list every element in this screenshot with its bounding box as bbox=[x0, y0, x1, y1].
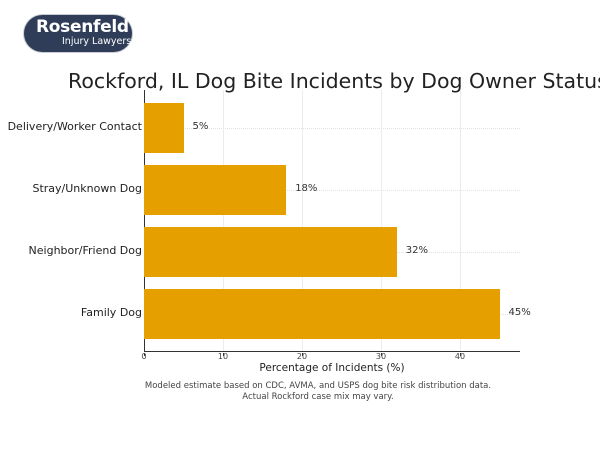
footnote-line-1: Modeled estimate based on CDC, AVMA, and… bbox=[144, 381, 492, 391]
gridline-y bbox=[144, 128, 520, 129]
bar bbox=[144, 227, 397, 277]
x-tick-label: 10 bbox=[217, 352, 229, 361]
bar bbox=[144, 289, 500, 339]
footnote: Modeled estimate based on CDC, AVMA, and… bbox=[0, 381, 600, 403]
x-axis-line bbox=[144, 351, 520, 352]
footnote-line-2: Actual Rockford case mix may vary. bbox=[242, 392, 394, 402]
bar bbox=[144, 165, 287, 215]
gridline-x bbox=[223, 90, 224, 352]
y-tick-label: Neighbor/Friend Dog bbox=[28, 244, 142, 257]
bar-value-label: 32% bbox=[405, 245, 429, 256]
gridline-x bbox=[302, 90, 303, 352]
gridline-x bbox=[460, 90, 461, 352]
x-tick bbox=[144, 353, 145, 356]
y-tick-label: Stray/Unknown Dog bbox=[32, 182, 142, 195]
bar-value-label: 45% bbox=[508, 307, 531, 318]
bar-value-label: 18% bbox=[295, 183, 318, 194]
x-tick-label: 0 bbox=[141, 352, 147, 361]
plot-area: 5% 18% 32% 45% bbox=[144, 90, 531, 352]
chart-title: Rockford, IL Dog Bite Incidents by Dog O… bbox=[68, 69, 600, 93]
y-tick-label: Delivery/Worker Contact bbox=[7, 120, 142, 133]
x-tick bbox=[381, 353, 382, 356]
bar-value-label: 5% bbox=[192, 121, 209, 132]
x-tick-label: 30 bbox=[375, 352, 387, 361]
y-tick-label: Family Dog bbox=[80, 306, 142, 319]
gridline-y bbox=[144, 190, 520, 191]
x-tick-label: 20 bbox=[296, 352, 308, 361]
x-axis-label: Percentage of Incidents (%) bbox=[259, 362, 405, 374]
x-tick bbox=[460, 353, 461, 356]
x-tick bbox=[302, 353, 303, 356]
gridline-x bbox=[381, 90, 382, 352]
rosenfeld-logo: Rosenfeld Injury Lawyers bbox=[24, 15, 132, 52]
bar bbox=[144, 103, 184, 153]
x-tick-label: 40 bbox=[454, 352, 466, 361]
y-axis-line bbox=[144, 90, 145, 352]
logo-tagline: Injury Lawyers bbox=[62, 36, 132, 47]
x-tick bbox=[223, 353, 224, 356]
logo-name: Rosenfeld bbox=[36, 17, 129, 37]
